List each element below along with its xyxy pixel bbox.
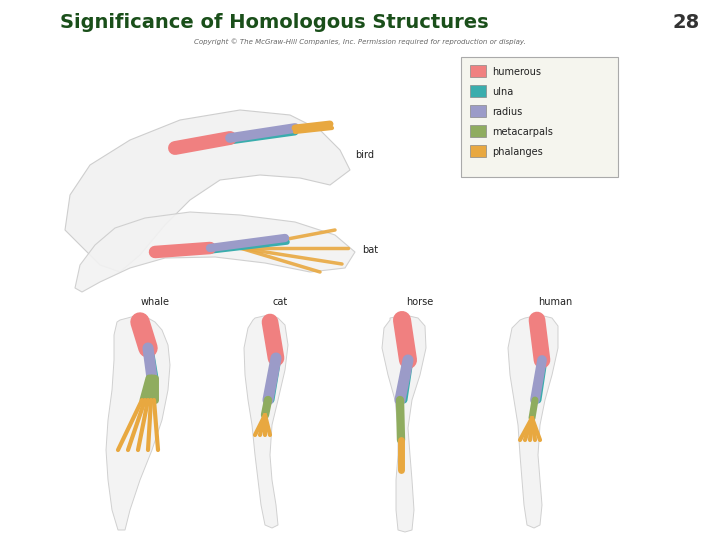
- Text: phalanges: phalanges: [492, 147, 543, 157]
- Text: Significance of Homologous Structures: Significance of Homologous Structures: [60, 12, 489, 31]
- FancyBboxPatch shape: [461, 57, 618, 177]
- Text: horse: horse: [406, 297, 433, 307]
- Text: Copyright © The McGraw-Hill Companies, Inc. Permission required for reproduction: Copyright © The McGraw-Hill Companies, I…: [194, 39, 526, 45]
- Bar: [470, 85, 486, 97]
- Bar: [470, 65, 486, 77]
- Bar: [470, 145, 486, 157]
- Text: metacarpals: metacarpals: [492, 127, 553, 137]
- Text: humerous: humerous: [492, 67, 541, 77]
- Polygon shape: [106, 316, 170, 530]
- Polygon shape: [508, 315, 558, 528]
- Text: whale: whale: [140, 297, 169, 307]
- Polygon shape: [65, 110, 350, 272]
- Text: radius: radius: [492, 107, 522, 117]
- Text: 28: 28: [672, 12, 700, 31]
- Text: bat: bat: [362, 245, 378, 255]
- Polygon shape: [382, 315, 426, 532]
- Polygon shape: [75, 212, 355, 292]
- Polygon shape: [244, 315, 288, 528]
- Text: ulna: ulna: [492, 87, 513, 97]
- Bar: [470, 125, 486, 137]
- Text: cat: cat: [272, 297, 287, 307]
- Text: bird: bird: [355, 150, 374, 160]
- Bar: [470, 105, 486, 117]
- Text: human: human: [538, 297, 572, 307]
